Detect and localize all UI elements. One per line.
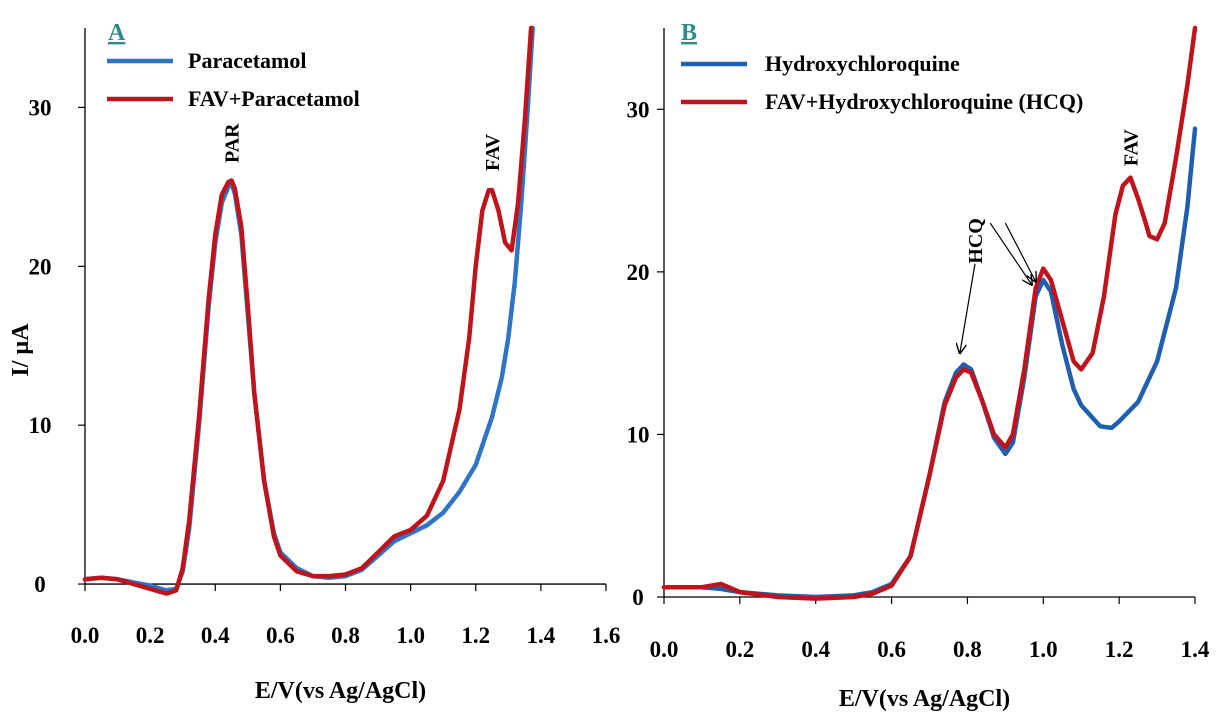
x-tick-label: 0.0	[650, 637, 679, 662]
x-tick-label: 1.4	[1181, 637, 1210, 662]
x-tick-label: 1.6	[592, 623, 621, 648]
panel-letter: A	[108, 20, 126, 46]
y-tick-label: 20	[627, 260, 650, 285]
y-tick-label: 0	[632, 585, 644, 610]
peak-annotation: PAR	[222, 123, 244, 163]
panel-a: 0.0 0.2 0.4 0.6 0.8 1.0 1.2 1.4 1.6 0 10 20 30 E/V(vs…	[8, 20, 620, 704]
x-tick-label: 0.6	[266, 623, 295, 648]
x-tick-label: 0.2	[725, 637, 754, 662]
y-tick-label: 30	[627, 97, 650, 122]
annotation-arrow	[960, 263, 976, 353]
x-tick-label: 1.2	[1105, 637, 1134, 662]
peak-annotation: FAV	[482, 133, 504, 171]
x-tick-label: 0.8	[953, 637, 982, 662]
legend-label-2: FAV+Hydroxychloroquine (HCQ)	[765, 89, 1083, 114]
x-tick-label: 0.2	[136, 623, 165, 648]
x-tick-label: 1.2	[461, 623, 490, 648]
y-tick-label: 0	[34, 572, 46, 597]
series-line-1	[661, 126, 1198, 600]
legend-label-2: FAV+Paracetamol	[188, 86, 360, 111]
panel-letter: B	[681, 20, 697, 46]
x-tick-label: 0.8	[331, 623, 360, 648]
x-tick-label: 0.4	[801, 637, 830, 662]
peak-annotation: FAV	[1121, 129, 1143, 167]
y-tick-label: 10	[29, 413, 52, 438]
x-axis-title: E/V(vs Ag/AgCl)	[255, 678, 426, 704]
series-line-1	[82, 25, 535, 593]
x-axis-title: E/V(vs Ag/AgCl)	[839, 686, 1010, 712]
series-line-2	[82, 25, 534, 596]
legend-label-1: Hydroxychloroquine	[765, 51, 960, 76]
y-tick-label: 10	[627, 422, 650, 447]
annotation-arrow	[1004, 222, 1035, 282]
x-tick-label: 1.0	[396, 623, 425, 648]
panel-b: 0.0 0.2 0.4 0.6 0.8 1.0 1.2 1.4 0 10 20 30 E/V(vs Ag…	[627, 20, 1210, 712]
legend-label-1: Paracetamol	[188, 48, 307, 73]
x-tick-label: 1.4	[527, 623, 556, 648]
peak-annotation: HCQ	[965, 218, 987, 264]
x-tick-label: 0.0	[71, 623, 100, 648]
x-tick-label: 0.6	[877, 637, 906, 662]
x-tick-label: 1.0	[1029, 637, 1058, 662]
y-tick-label: 30	[29, 95, 52, 120]
y-axis-title: I/ µA	[8, 323, 34, 377]
annotation-arrow	[989, 222, 1032, 285]
series-line-2	[661, 25, 1198, 601]
x-tick-label: 0.4	[201, 623, 230, 648]
y-tick-label: 20	[29, 254, 52, 279]
